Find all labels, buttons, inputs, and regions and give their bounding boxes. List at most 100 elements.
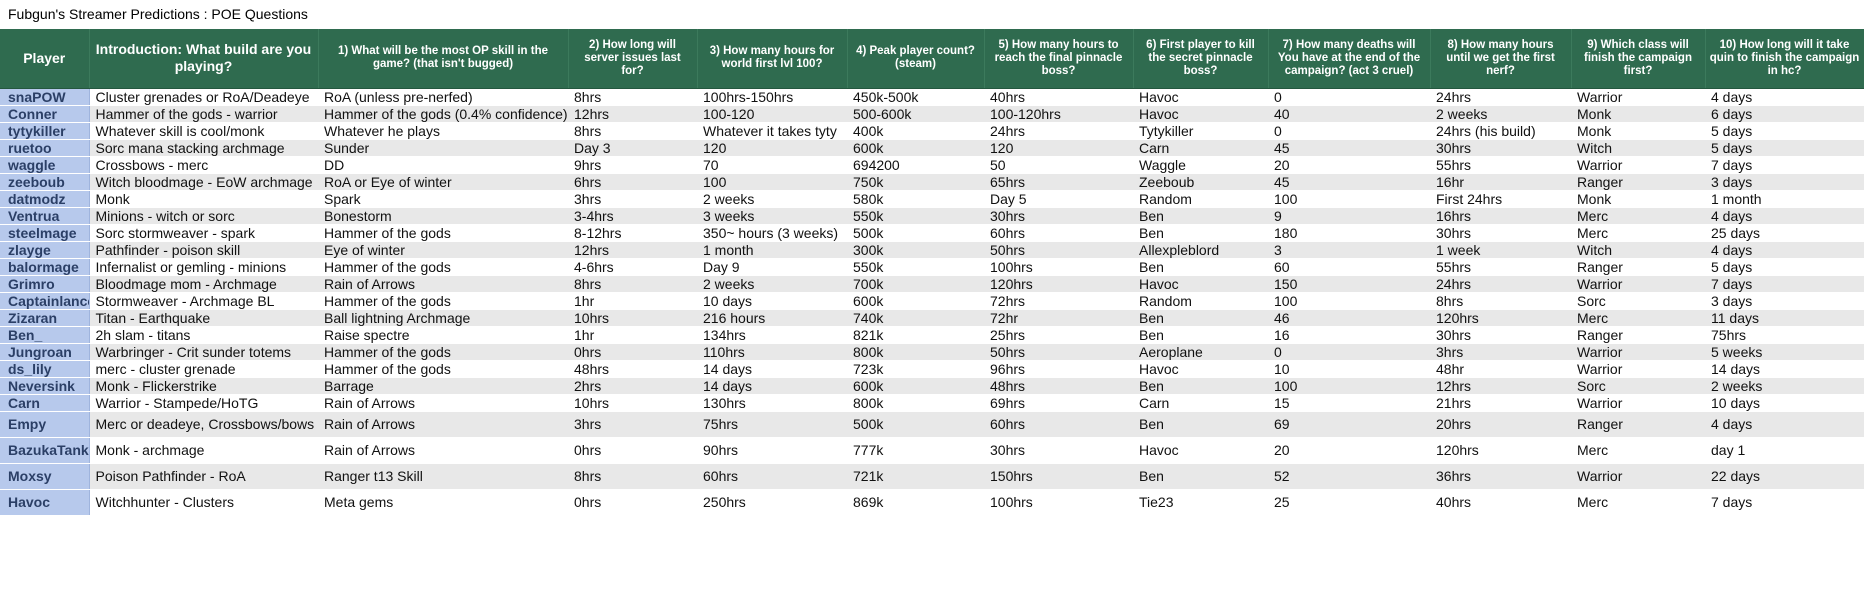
table-cell[interactable]: Ranger: [1571, 326, 1705, 344]
table-cell[interactable]: 12hrs: [1430, 377, 1571, 395]
table-cell[interactable]: 216 hours: [697, 309, 847, 327]
player-name-cell[interactable]: Ventrua: [0, 207, 90, 225]
table-cell[interactable]: 0hrs: [568, 437, 697, 464]
table-cell[interactable]: 1 month: [697, 241, 847, 259]
table-cell[interactable]: Ben: [1133, 309, 1268, 327]
player-name-cell[interactable]: ds_lily: [0, 360, 90, 378]
player-name-cell[interactable]: tytykiller: [0, 122, 90, 140]
column-header[interactable]: 6) First player to kill the secret pinna…: [1133, 29, 1269, 89]
table-cell[interactable]: 52: [1268, 463, 1430, 490]
table-cell[interactable]: 6hrs: [568, 173, 697, 191]
table-cell[interactable]: 100-120hrs: [984, 105, 1133, 123]
player-name-cell[interactable]: Captainlance: [0, 292, 90, 310]
table-cell[interactable]: Sorc: [1571, 377, 1705, 395]
table-cell[interactable]: Minions - witch or sorc: [89, 207, 318, 225]
table-cell[interactable]: 1hr: [568, 292, 697, 310]
table-cell[interactable]: Merc: [1571, 437, 1705, 464]
table-cell[interactable]: Bloodmage mom - Archmage: [89, 275, 318, 293]
table-cell[interactable]: 721k: [847, 463, 984, 490]
table-cell[interactable]: Hammer of the gods: [318, 258, 568, 276]
table-cell[interactable]: 10 days: [697, 292, 847, 310]
table-cell[interactable]: Meta gems: [318, 489, 568, 516]
table-cell[interactable]: Waggle: [1133, 156, 1268, 174]
table-cell[interactable]: Warrior - Stampede/HoTG: [89, 394, 318, 412]
table-cell[interactable]: 60hrs: [984, 411, 1133, 438]
table-cell[interactable]: Titan - Earthquake: [89, 309, 318, 327]
table-cell[interactable]: 600k: [847, 377, 984, 395]
player-name-cell[interactable]: zeeboub: [0, 173, 90, 191]
table-cell[interactable]: 5 weeks: [1705, 343, 1864, 361]
table-cell[interactable]: 72hrs: [984, 292, 1133, 310]
table-cell[interactable]: 30hrs: [1430, 224, 1571, 242]
table-cell[interactable]: 500-600k: [847, 105, 984, 123]
table-cell[interactable]: Warrior: [1571, 88, 1705, 106]
table-cell[interactable]: 9hrs: [568, 156, 697, 174]
table-cell[interactable]: Warrior: [1571, 360, 1705, 378]
table-cell[interactable]: 20hrs: [1430, 411, 1571, 438]
table-cell[interactable]: 700k: [847, 275, 984, 293]
table-cell[interactable]: 5 days: [1705, 122, 1864, 140]
table-cell[interactable]: 36hrs: [1430, 463, 1571, 490]
table-cell[interactable]: 1 month: [1705, 190, 1864, 208]
table-cell[interactable]: Ranger: [1571, 173, 1705, 191]
table-cell[interactable]: Zeeboub: [1133, 173, 1268, 191]
table-cell[interactable]: Tytykiller: [1133, 122, 1268, 140]
table-cell[interactable]: 180: [1268, 224, 1430, 242]
table-cell[interactable]: 15: [1268, 394, 1430, 412]
table-cell[interactable]: 9: [1268, 207, 1430, 225]
table-cell[interactable]: 12hrs: [568, 241, 697, 259]
table-cell[interactable]: 16hrs: [1430, 207, 1571, 225]
table-cell[interactable]: 75hrs: [697, 411, 847, 438]
column-header[interactable]: 4) Peak player count? (steam): [847, 29, 985, 89]
table-cell[interactable]: First 24hrs: [1430, 190, 1571, 208]
table-cell[interactable]: 2 weeks: [1430, 105, 1571, 123]
table-cell[interactable]: 50: [984, 156, 1133, 174]
table-cell[interactable]: 40hrs: [984, 88, 1133, 106]
table-cell[interactable]: 2 weeks: [1705, 377, 1864, 395]
table-cell[interactable]: Sorc: [1571, 292, 1705, 310]
table-cell[interactable]: 8hrs: [568, 275, 697, 293]
table-cell[interactable]: Bonestorm: [318, 207, 568, 225]
table-cell[interactable]: 50hrs: [984, 343, 1133, 361]
table-cell[interactable]: Merc: [1571, 224, 1705, 242]
player-name-cell[interactable]: steelmage: [0, 224, 90, 242]
table-cell[interactable]: Ball lightning Archmage: [318, 309, 568, 327]
table-cell[interactable]: 8-12hrs: [568, 224, 697, 242]
table-cell[interactable]: 400k: [847, 122, 984, 140]
table-cell[interactable]: 12hrs: [568, 105, 697, 123]
table-cell[interactable]: Havoc: [1133, 437, 1268, 464]
table-cell[interactable]: 24hrs: [1430, 88, 1571, 106]
table-cell[interactable]: Hammer of the gods - warrior: [89, 105, 318, 123]
table-cell[interactable]: DD: [318, 156, 568, 174]
table-cell[interactable]: 7 days: [1705, 156, 1864, 174]
table-cell[interactable]: 130hrs: [697, 394, 847, 412]
table-cell[interactable]: Merc: [1571, 489, 1705, 516]
table-cell[interactable]: 45: [1268, 173, 1430, 191]
table-cell[interactable]: Hammer of the gods: [318, 343, 568, 361]
table-cell[interactable]: 10: [1268, 360, 1430, 378]
table-cell[interactable]: 40: [1268, 105, 1430, 123]
column-header[interactable]: 7) How many deaths will You have at the …: [1268, 29, 1431, 89]
table-cell[interactable]: 25: [1268, 489, 1430, 516]
table-cell[interactable]: 96hrs: [984, 360, 1133, 378]
table-cell[interactable]: 869k: [847, 489, 984, 516]
table-cell[interactable]: 600k: [847, 292, 984, 310]
table-cell[interactable]: Random: [1133, 190, 1268, 208]
table-cell[interactable]: Ben: [1133, 411, 1268, 438]
table-cell[interactable]: 100hrs: [984, 258, 1133, 276]
table-cell[interactable]: 2hrs: [568, 377, 697, 395]
table-cell[interactable]: 8hrs: [1430, 292, 1571, 310]
table-cell[interactable]: Ben: [1133, 326, 1268, 344]
table-cell[interactable]: 3: [1268, 241, 1430, 259]
table-cell[interactable]: Day 5: [984, 190, 1133, 208]
table-cell[interactable]: 60: [1268, 258, 1430, 276]
table-cell[interactable]: Ranger: [1571, 258, 1705, 276]
table-cell[interactable]: 10hrs: [568, 394, 697, 412]
table-cell[interactable]: 550k: [847, 207, 984, 225]
table-cell[interactable]: 150: [1268, 275, 1430, 293]
table-cell[interactable]: 48hrs: [984, 377, 1133, 395]
table-cell[interactable]: Whatever skill is cool/monk: [89, 122, 318, 140]
table-cell[interactable]: 30hrs: [984, 437, 1133, 464]
table-cell[interactable]: Witch: [1571, 241, 1705, 259]
table-cell[interactable]: Warrior: [1571, 463, 1705, 490]
